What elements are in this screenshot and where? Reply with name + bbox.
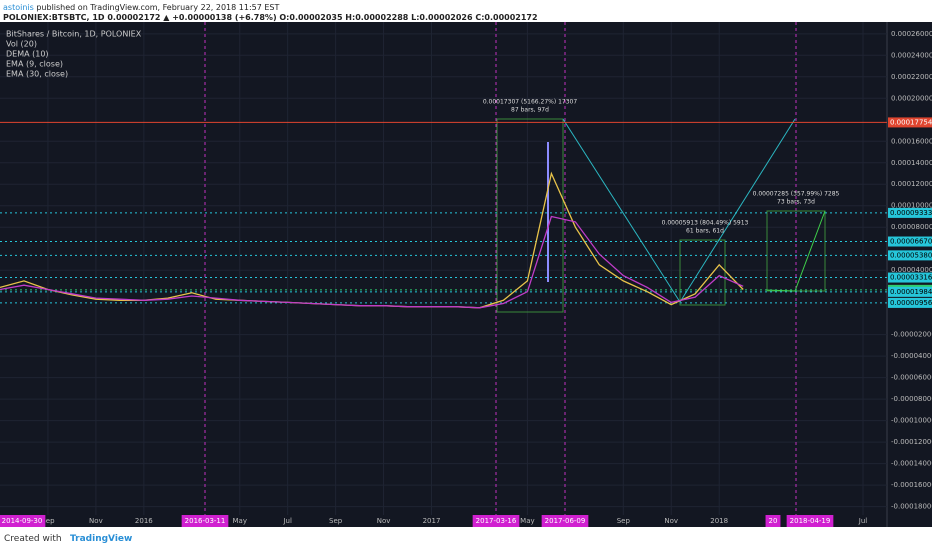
- chart: 0.00017307 (5166.27%) 17307 87 bars, 97d…: [0, 22, 932, 527]
- y-tick-label: 0.00026000: [891, 30, 932, 38]
- range-box: [766, 210, 826, 292]
- level-label-bg: [888, 207, 932, 218]
- x-tick-label: May: [520, 517, 534, 525]
- level-label: 0.00000956: [890, 299, 932, 307]
- y-tick-label: -0.00016000: [891, 481, 932, 489]
- x-tick-label: May: [232, 517, 246, 525]
- published: published on TradingView.com, February 2…: [36, 3, 280, 12]
- series-line: [0, 215, 744, 309]
- level-label-bg: [888, 236, 932, 247]
- annotation: 61 bars, 61d: [686, 228, 724, 235]
- level-label-bg: [888, 286, 932, 297]
- header-line: astoinis published on TradingView.com, F…: [3, 3, 279, 12]
- footer-brand[interactable]: TradingView: [70, 534, 133, 544]
- date-marker-bg: [472, 515, 520, 527]
- level-label-bg: [888, 117, 932, 128]
- projection: [562, 118, 796, 303]
- annotation: 0.00017307 (5166.27%) 17307: [483, 99, 578, 106]
- date-marker-bg: [541, 515, 589, 527]
- y-tick-label: 0.00020000: [891, 94, 932, 102]
- level-label-bg: [888, 297, 932, 308]
- date-marker: 2017-03-16: [476, 517, 517, 525]
- x-tick-label: Sep: [41, 517, 55, 525]
- level-label-bg: [888, 272, 932, 283]
- y-tick-label: -0.00012000: [891, 438, 932, 446]
- y-tick-label: -0.00004000: [891, 352, 932, 360]
- range-box: [679, 239, 726, 306]
- legend-entry: EMA (30, close): [6, 70, 68, 79]
- y-tick-label: 0.00004000: [891, 266, 932, 274]
- chart-bg: [0, 22, 932, 527]
- range-box: [496, 118, 564, 313]
- x-tick-label: 2016: [135, 517, 153, 525]
- quote: POLONIEX:BTSBTC, 1D 0.00002172 ▲ +0.0000…: [3, 13, 538, 22]
- legend-entry: EMA (9, close): [6, 60, 63, 69]
- annotation: 0.00007285 (357.99%) 7285: [753, 191, 840, 198]
- annotation: 73 bars, 73d: [777, 199, 815, 206]
- y-tick-label: -0.00008000: [891, 395, 932, 403]
- date-marker: 2014-09-30: [2, 517, 43, 525]
- y-tick-label: -0.00010000: [891, 417, 932, 425]
- publisher[interactable]: astoinis: [3, 3, 34, 12]
- level-label: 0.00006670: [890, 238, 932, 246]
- y-tick-label: -0.00006000: [891, 374, 932, 382]
- annotation: 87 bars, 97d: [511, 107, 549, 114]
- footer-created: Created with: [4, 534, 62, 544]
- indicator: DEMA (10): [6, 50, 49, 59]
- y-tick-label: 0.00008000: [891, 223, 932, 231]
- x-tick-label: Nov: [377, 517, 391, 525]
- level-label: 0.00003316: [890, 274, 932, 282]
- x-tick-label: Nov: [664, 517, 678, 525]
- level-label: 0.00001984: [890, 288, 932, 296]
- x-tick-label: 2018: [710, 517, 728, 525]
- date-marker: 2016-03-11: [185, 517, 226, 525]
- annotation: 0.00005913 (804.49%) 5913: [662, 220, 749, 227]
- chart-title: BitShares / Bitcoin, 1D, POLONIEX: [6, 30, 142, 39]
- x-tick-label: Sep: [329, 517, 343, 525]
- y-tick-label: 0.00014000: [891, 159, 932, 167]
- y-tick-label: -0.00002000: [891, 331, 932, 339]
- x-tick-label: 2017: [423, 517, 441, 525]
- y-tick-label: 0.00024000: [891, 51, 932, 59]
- level-label: 0.00005380: [890, 251, 932, 259]
- date-lines: [204, 22, 797, 515]
- date-marker-bg: [0, 515, 46, 527]
- date-marker: 2018-04-19: [790, 517, 831, 525]
- y-tick-label: -0.00014000: [891, 460, 932, 468]
- level-label-bg: [888, 250, 932, 261]
- x-tick-label: Jul: [858, 517, 868, 525]
- indicator: Vol (20): [6, 40, 37, 49]
- y-tick-label: 0.00010000: [891, 202, 932, 210]
- level-label: 0.00017754: [890, 118, 932, 126]
- date-marker-bg: [786, 515, 834, 527]
- y-tick-label: 0.00016000: [891, 137, 932, 145]
- x-tick-label: Jul: [282, 517, 292, 525]
- y-tick-label: 0.00022000: [891, 73, 932, 81]
- y-tick-label: -0.00018000: [891, 503, 932, 511]
- level-label: 0.00009333: [890, 209, 932, 217]
- date-marker: 2017-06-09: [545, 517, 586, 525]
- date-marker-bg: [181, 515, 229, 527]
- x-tick-label: Sep: [617, 517, 631, 525]
- date-marker-bg: [765, 515, 781, 527]
- x-tick-label: Nov: [89, 517, 103, 525]
- y-tick-label: 0.00012000: [891, 180, 932, 188]
- date-marker: 20: [769, 517, 778, 525]
